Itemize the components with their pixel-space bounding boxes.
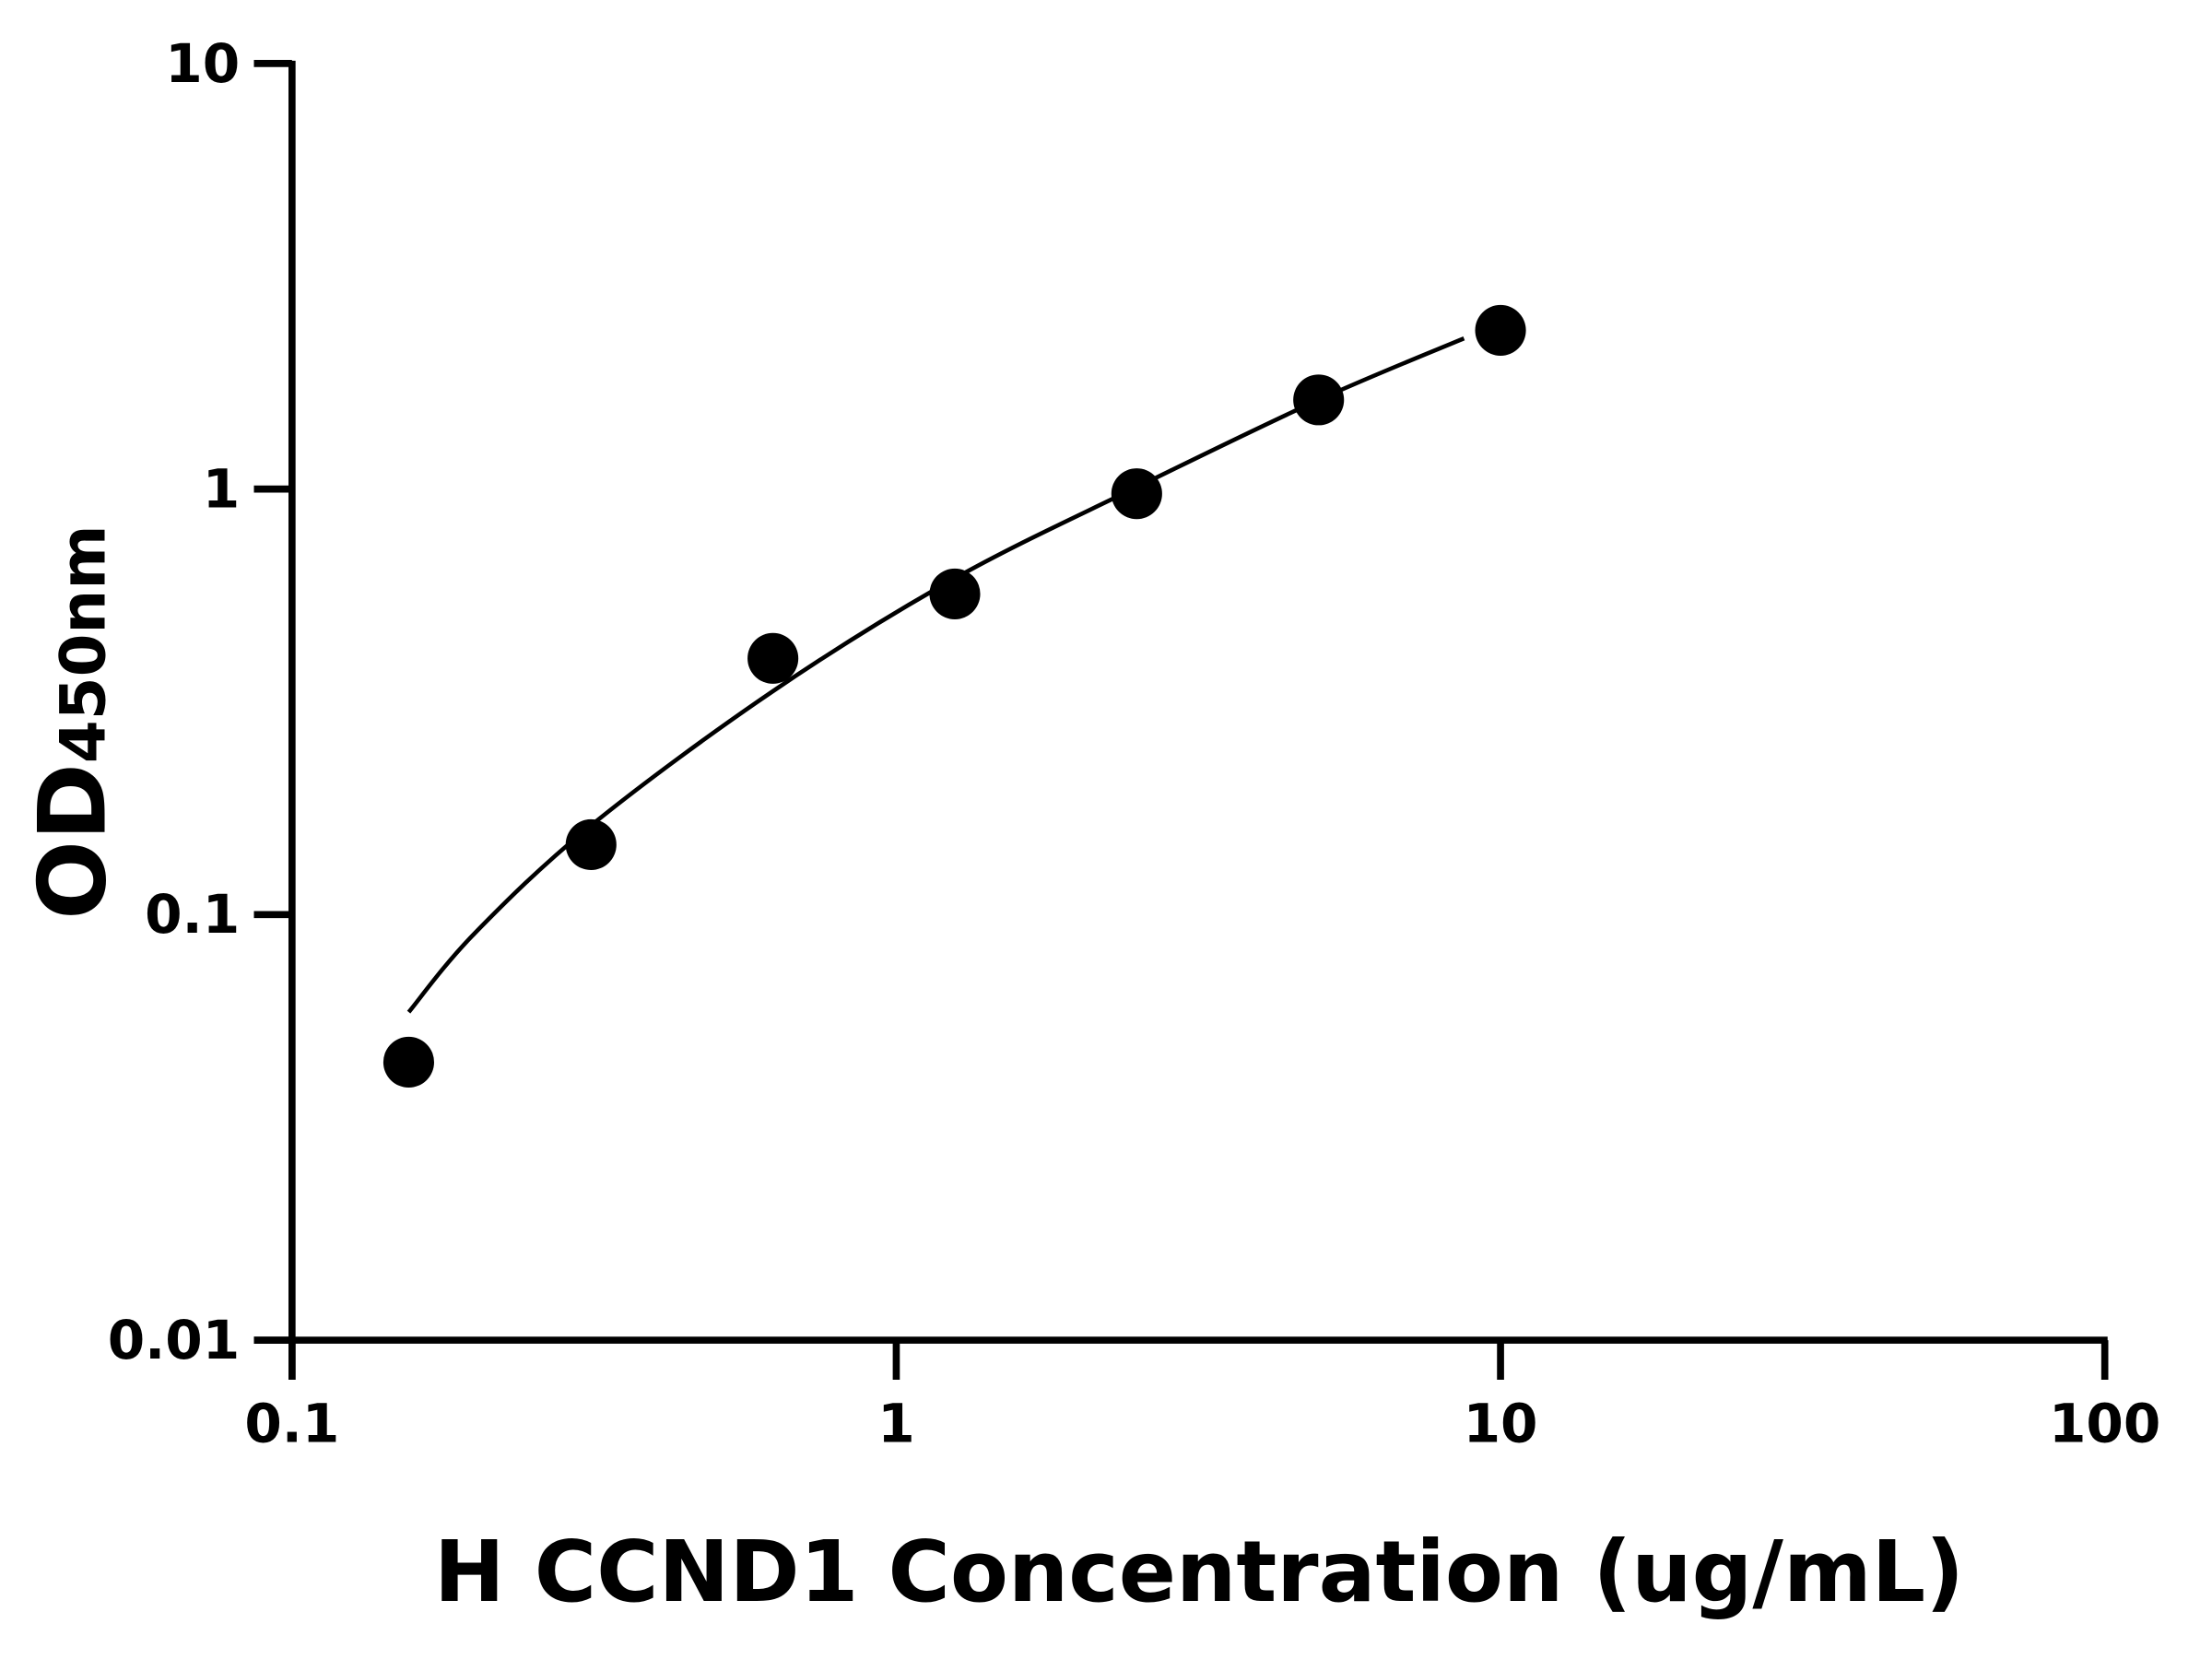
data-point xyxy=(1475,304,1526,356)
y-axis-title: OD450nm xyxy=(18,524,126,919)
x-axis-title: H CCND1 Concentration (ug/mL) xyxy=(434,1523,1964,1621)
x-tick-label: 1 xyxy=(877,1392,914,1454)
y-ticks: 0.01 0.1 1 10 xyxy=(108,32,292,1371)
y-tick-label: 0.01 xyxy=(108,1309,241,1371)
axes xyxy=(253,60,2108,1380)
x-ticks: 0.1 1 10 100 xyxy=(244,1340,2160,1454)
y-tick-label: 0.1 xyxy=(145,883,240,946)
data-point xyxy=(747,632,799,684)
y-axis-title-sub: 450nm xyxy=(46,524,119,763)
data-points xyxy=(382,304,1526,1088)
fit-curve xyxy=(406,335,1465,1014)
x-tick-label: 10 xyxy=(1464,1392,1538,1454)
data-point xyxy=(1293,374,1345,426)
x-tick-label: 0.1 xyxy=(244,1392,339,1454)
y-tick-label: 1 xyxy=(203,458,240,521)
data-point xyxy=(929,568,981,619)
data-point xyxy=(382,1036,435,1088)
data-point xyxy=(1111,468,1162,520)
y-tick-label: 10 xyxy=(165,32,240,95)
x-tick-label: 100 xyxy=(2049,1392,2160,1454)
y-axis-title-main: OD xyxy=(18,763,126,920)
data-point xyxy=(565,818,617,871)
